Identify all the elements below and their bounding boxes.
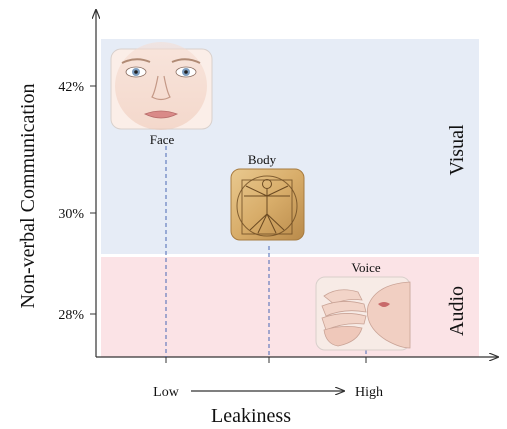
face-point [110,42,213,130]
x-high-label: High [355,385,383,400]
voice-point [315,276,411,351]
x-axis-label: Leakiness [211,405,291,427]
audio-band-label: Audio [446,286,468,336]
vitruvian-figure-illustration [236,175,298,237]
y-tick-label: 42% [58,80,84,95]
y-tick-label: 28% [58,308,84,323]
voice-label: Voice [351,260,381,275]
whisper-illustration [321,281,411,349]
y-axis-label: Non-verbal Communication [17,84,39,309]
visual-band-label: Visual [446,124,468,175]
face-illustration [115,42,207,130]
face-label: Face [150,132,175,147]
x-low-label: Low [153,385,180,400]
body-point [230,168,305,241]
audio-band [101,257,479,357]
y-tick-label: 30% [58,207,84,222]
body-label: Body [248,152,277,167]
